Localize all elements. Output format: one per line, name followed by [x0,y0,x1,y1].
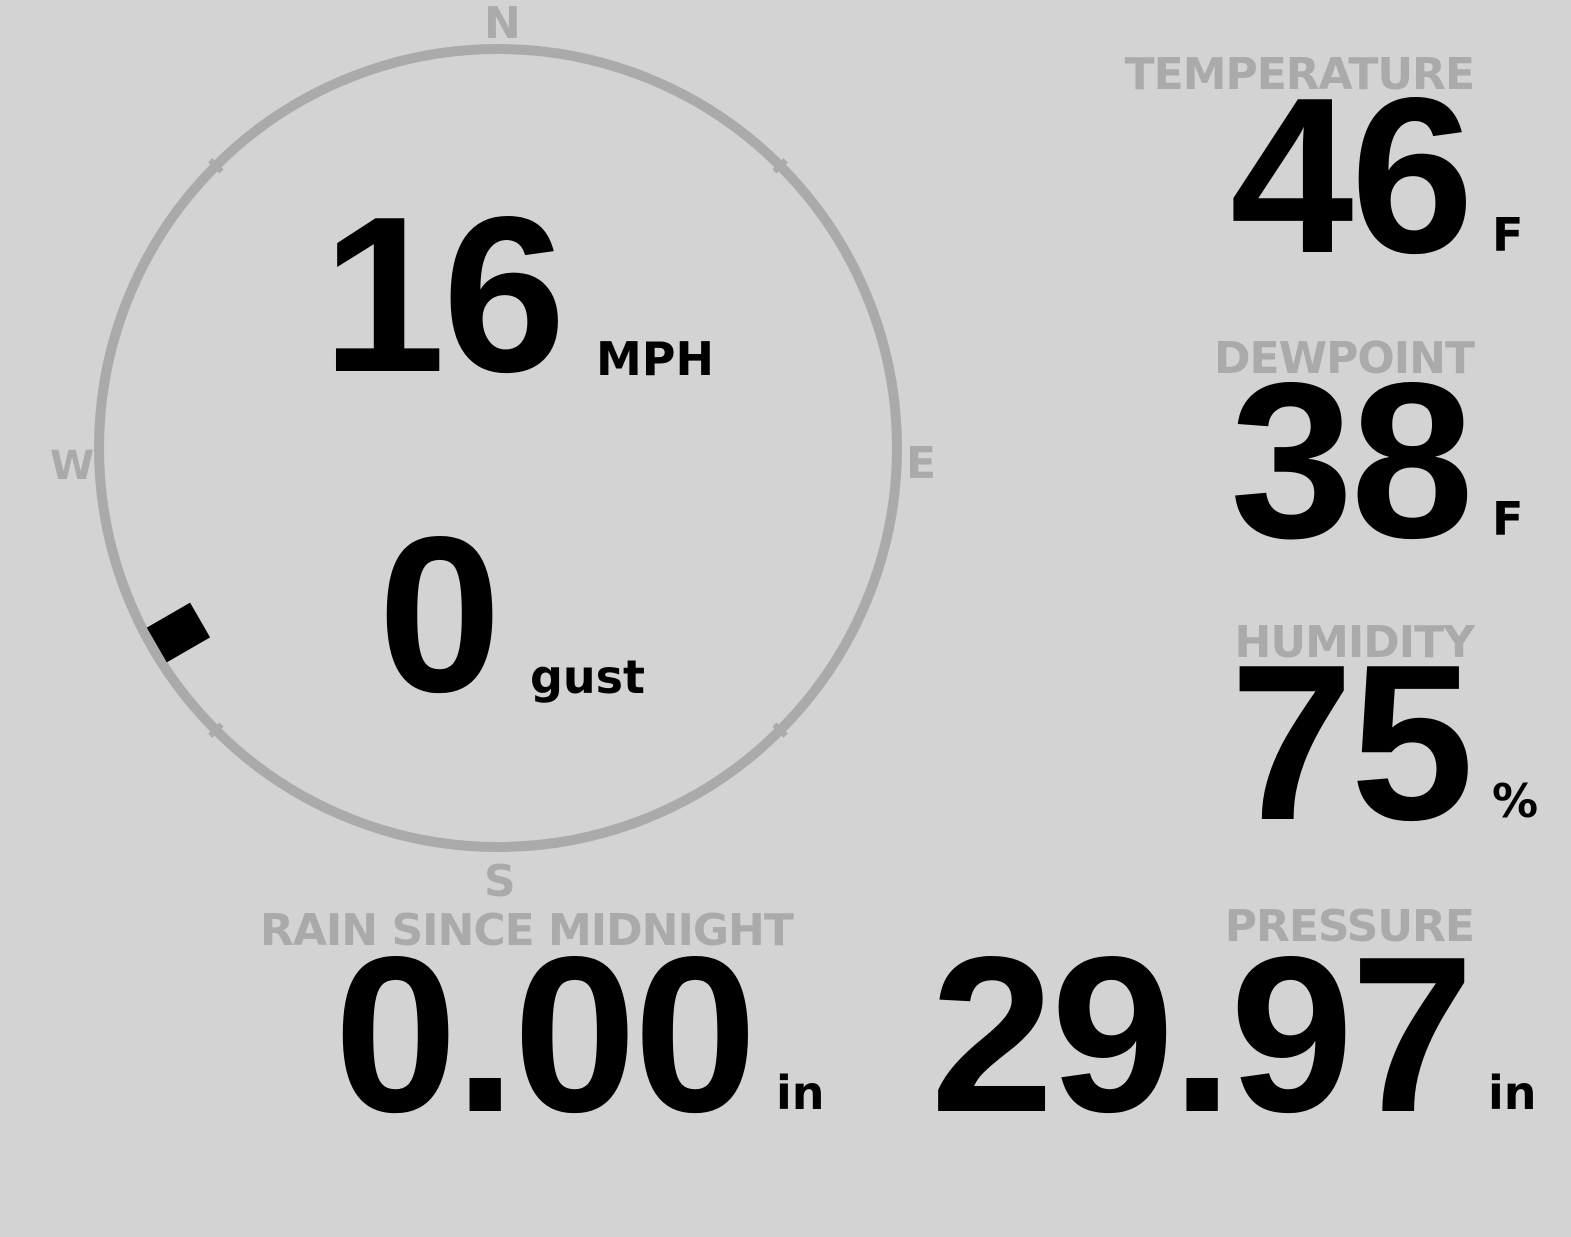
pressure-label: PRESSURE [1224,901,1475,952]
humidity-value: 75 [1230,619,1474,867]
compass-tick [772,722,788,738]
compass-north: N [484,0,521,49]
humidity-label: HUMIDITY [1234,617,1475,668]
dewpoint-unit: F [1492,492,1524,546]
compass-tick [772,158,788,174]
wind-compass-dial [94,44,902,852]
wind-speed-value: 16 [322,171,566,419]
compass-ring [94,44,902,852]
rain-value: 0.00 [334,911,757,1159]
humidity-unit: % [1492,774,1539,828]
rain-label: RAIN SINCE MIDNIGHT [260,905,794,956]
pressure-unit: in [1488,1066,1537,1120]
compass-south: S [484,856,516,907]
dewpoint-value: 38 [1230,337,1474,585]
compass-tick [208,158,224,174]
wind-gust-value: 0 [378,491,501,739]
compass-west: W [50,443,95,489]
temperature-unit: F [1492,208,1524,262]
wind-direction-marker [146,602,211,663]
compass-ticks [208,158,788,738]
wind-speed-unit: MPH [596,332,714,386]
dewpoint-label: DEWPOINT [1214,333,1475,384]
wind-gust-unit: gust [530,650,646,704]
pressure-value: 29.97 [930,911,1474,1159]
compass-east: E [906,438,937,489]
temperature-label: TEMPERATURE [1124,49,1475,100]
rain-unit: in [776,1066,825,1120]
temperature-value: 46 [1230,52,1474,300]
compass-tick [208,722,224,738]
